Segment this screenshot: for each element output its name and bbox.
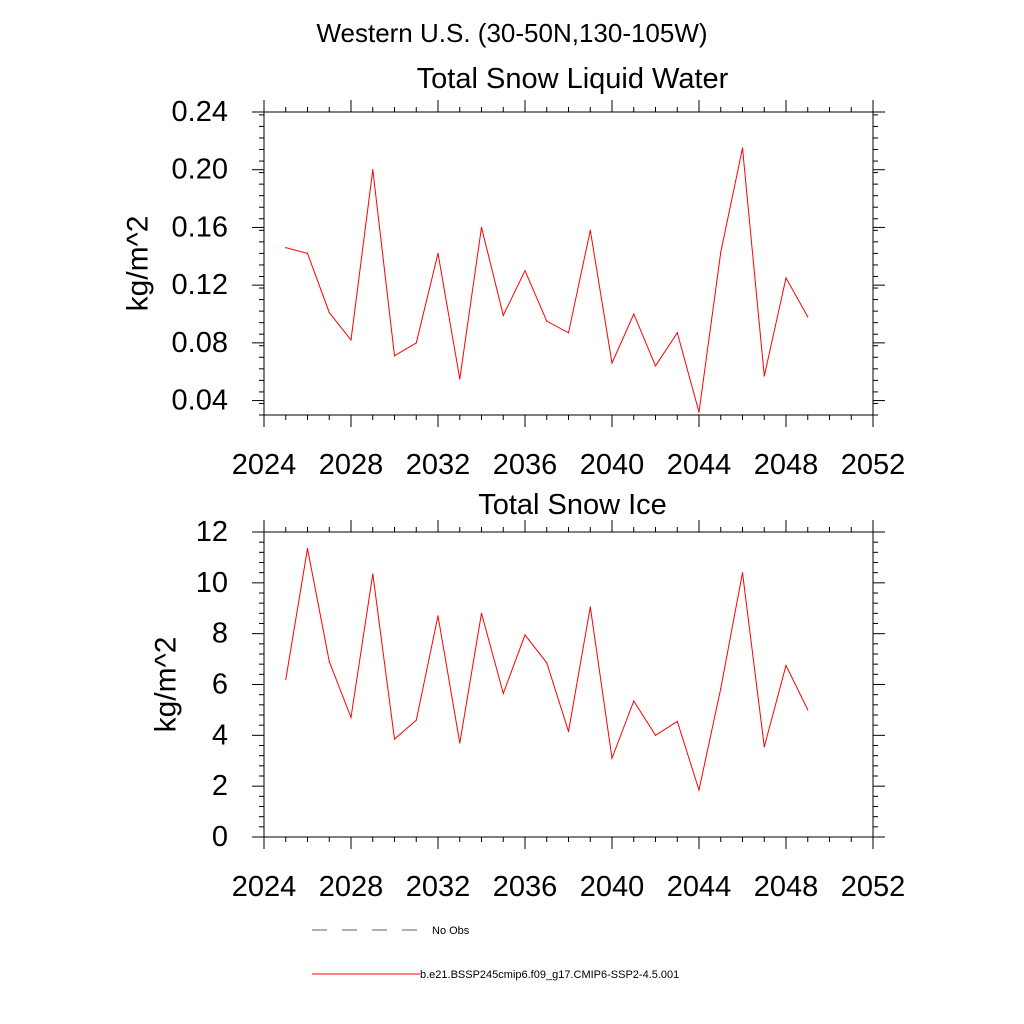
data-point bbox=[676, 720, 678, 722]
series-line bbox=[285, 548, 809, 792]
x-tick-label: 2040 bbox=[580, 871, 645, 903]
data-point bbox=[785, 277, 787, 279]
y-tick-label: 10 bbox=[196, 567, 228, 599]
y-tick-label: 0.04 bbox=[172, 385, 228, 417]
legend: No Obs b.e21.BSSP245cmip6.f09_g17.CMIP6-… bbox=[312, 925, 679, 981]
x-tick-label: 2028 bbox=[319, 449, 384, 481]
data-point bbox=[763, 746, 765, 748]
data-point bbox=[676, 332, 678, 334]
y-tick-label: 0.16 bbox=[172, 211, 228, 243]
legend-label-model-run: b.e21.BSSP245cmip6.f09_g17.CMIP6-SSP2-4.… bbox=[420, 969, 679, 981]
x-tick-label: 2028 bbox=[319, 871, 384, 903]
plot-frame bbox=[263, 111, 874, 416]
chart-title-snow-liquid-water: Total Snow Liquid Water bbox=[417, 63, 729, 95]
data-point bbox=[633, 700, 635, 702]
x-tick-label: 2052 bbox=[841, 871, 906, 903]
data-point bbox=[350, 716, 352, 719]
chart-title-snow-ice: Total Snow Ice bbox=[478, 489, 667, 521]
x-tick-label: 2048 bbox=[754, 871, 819, 903]
data-point bbox=[372, 573, 374, 575]
data-point bbox=[741, 572, 744, 574]
data-point bbox=[459, 378, 461, 380]
data-point bbox=[480, 226, 483, 229]
data-point bbox=[524, 270, 526, 272]
data-point bbox=[741, 147, 744, 149]
x-tick-label: 2044 bbox=[667, 449, 732, 481]
data-point bbox=[567, 730, 570, 733]
data-point bbox=[415, 342, 417, 344]
data-point bbox=[437, 615, 439, 617]
x-tick-label: 2024 bbox=[232, 871, 297, 903]
data-point bbox=[306, 547, 309, 550]
x-tick-label: 2052 bbox=[841, 449, 906, 481]
data-point bbox=[502, 314, 504, 317]
y-axis-label-snow-ice: kg/m^2 bbox=[150, 637, 183, 733]
data-point bbox=[567, 332, 570, 334]
x-tick-label: 2036 bbox=[493, 449, 558, 481]
y-tick-label: 0.20 bbox=[172, 154, 228, 186]
x-tick-label: 2048 bbox=[754, 449, 819, 481]
data-point bbox=[698, 789, 700, 791]
data-point bbox=[720, 251, 722, 253]
data-point bbox=[393, 355, 396, 357]
axes-snow-ice: 2024 2028 2032 2036 2040 2044 2048 2052 0 2 4 6 8 10 1… bbox=[196, 516, 906, 903]
data-point bbox=[350, 339, 352, 341]
legend-label-no-obs: No Obs bbox=[432, 925, 470, 937]
y-tick-label: 4 bbox=[212, 719, 228, 751]
data-point bbox=[611, 362, 613, 364]
x-tick-label: 2040 bbox=[580, 449, 645, 481]
data-point bbox=[372, 169, 374, 171]
data-point bbox=[654, 365, 657, 367]
data-point bbox=[328, 661, 330, 663]
data-point bbox=[480, 612, 483, 614]
data-point bbox=[285, 678, 287, 681]
data-point bbox=[633, 313, 635, 315]
data-point bbox=[785, 664, 787, 667]
figure-title: Western U.S. (30-50N,130-105W) bbox=[316, 18, 707, 48]
y-tick-label: 2 bbox=[212, 770, 228, 802]
data-point bbox=[459, 742, 461, 744]
data-point bbox=[589, 229, 591, 231]
y-tick-label: 0 bbox=[212, 821, 228, 853]
y-tick-label: 0.08 bbox=[172, 327, 228, 359]
data-point bbox=[437, 252, 439, 254]
y-tick-label: 8 bbox=[212, 618, 228, 650]
y-tick-label: 0.24 bbox=[172, 96, 228, 128]
panel-snow-liquid-water: Total Snow Liquid Water kg/m^2 2024 2028 2… bbox=[122, 63, 906, 481]
y-tick-label: 0.12 bbox=[172, 269, 228, 301]
data-point bbox=[611, 757, 613, 759]
data-point bbox=[589, 606, 591, 608]
plot-frame bbox=[263, 531, 874, 838]
data-point bbox=[698, 411, 700, 413]
x-tick-label: 2032 bbox=[406, 449, 471, 481]
data-point bbox=[807, 316, 809, 318]
series-line bbox=[285, 147, 809, 413]
data-point bbox=[524, 634, 526, 636]
data-point bbox=[720, 687, 722, 689]
axes-snow-liquid-water: 2024 2028 2032 2036 2040 2044 2048 2052 0.04 0.08… bbox=[172, 96, 906, 481]
x-tick-label: 2032 bbox=[406, 871, 471, 903]
y-tick-label: 12 bbox=[196, 516, 228, 548]
x-tick-label: 2024 bbox=[232, 449, 297, 481]
data-point bbox=[807, 709, 809, 711]
data-point bbox=[502, 692, 504, 694]
data-point bbox=[654, 734, 657, 736]
data-point bbox=[285, 247, 287, 249]
data-point bbox=[328, 311, 330, 314]
x-tick-label: 2044 bbox=[667, 871, 732, 903]
y-tick-label: 6 bbox=[212, 669, 228, 701]
data-point bbox=[393, 738, 396, 740]
data-point bbox=[546, 320, 548, 322]
data-point bbox=[415, 719, 417, 721]
data-point bbox=[306, 252, 309, 254]
data-point bbox=[763, 375, 765, 377]
panel-snow-ice: Total Snow Ice kg/m^2 2024 2028 2032 2036 20… bbox=[150, 489, 906, 903]
y-axis-label-snow-liquid-water: kg/m^2 bbox=[122, 216, 155, 312]
x-tick-label: 2036 bbox=[493, 871, 558, 903]
data-point bbox=[546, 662, 548, 664]
